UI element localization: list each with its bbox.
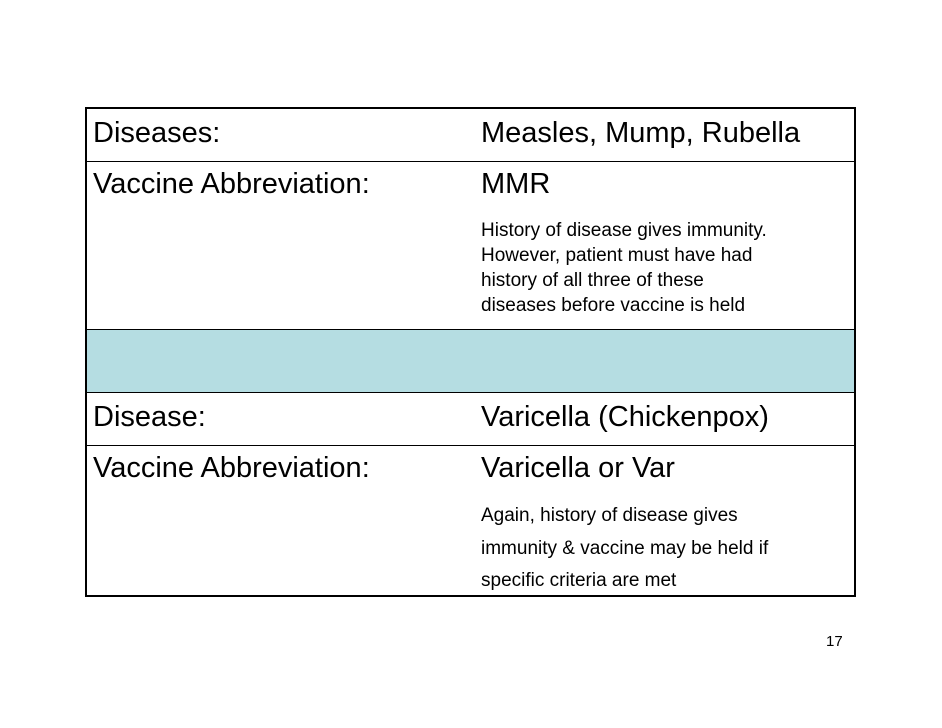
mmr-note-line-1: History of disease gives immunity. (481, 220, 767, 241)
varicella-abbreviation-value: Varicella or Var (481, 452, 675, 484)
mmr-abbreviation-row: Vaccine Abbreviation: MMR History of dis… (87, 162, 854, 330)
page-number: 17 (826, 633, 843, 650)
varicella-abbreviation-label: Vaccine Abbreviation: (93, 452, 370, 484)
section-spacer (87, 330, 854, 393)
disease-label: Disease: (93, 401, 206, 433)
diseases-value: Measles, Mump, Rubella (481, 117, 801, 149)
diseases-label: Diseases: (93, 117, 221, 149)
diseases-row: Diseases: Measles, Mump, Rubella (87, 109, 854, 162)
varicella-note-line-1: Again, history of disease gives (481, 505, 738, 526)
mmr-abbreviation-value: MMR (481, 168, 551, 200)
disease-value: Varicella (Chickenpox) (481, 401, 769, 433)
varicella-note-line-3: specific criteria are met (481, 570, 677, 591)
varicella-note-line-2: immunity & vaccine may be held if (481, 538, 769, 559)
vaccine-table: Diseases: Measles, Mump, Rubella Vaccine… (85, 107, 856, 597)
mmr-abbreviation-label: Vaccine Abbreviation: (93, 168, 370, 200)
mmr-note-line-2: However, patient must have had (481, 245, 753, 266)
mmr-note-line-4: diseases before vaccine is held (481, 295, 746, 316)
mmr-note-line-3: history of all three of these (481, 270, 704, 291)
varicella-abbreviation-row: Vaccine Abbreviation: Varicella or Var A… (87, 446, 854, 595)
disease-row: Disease: Varicella (Chickenpox) (87, 393, 854, 446)
